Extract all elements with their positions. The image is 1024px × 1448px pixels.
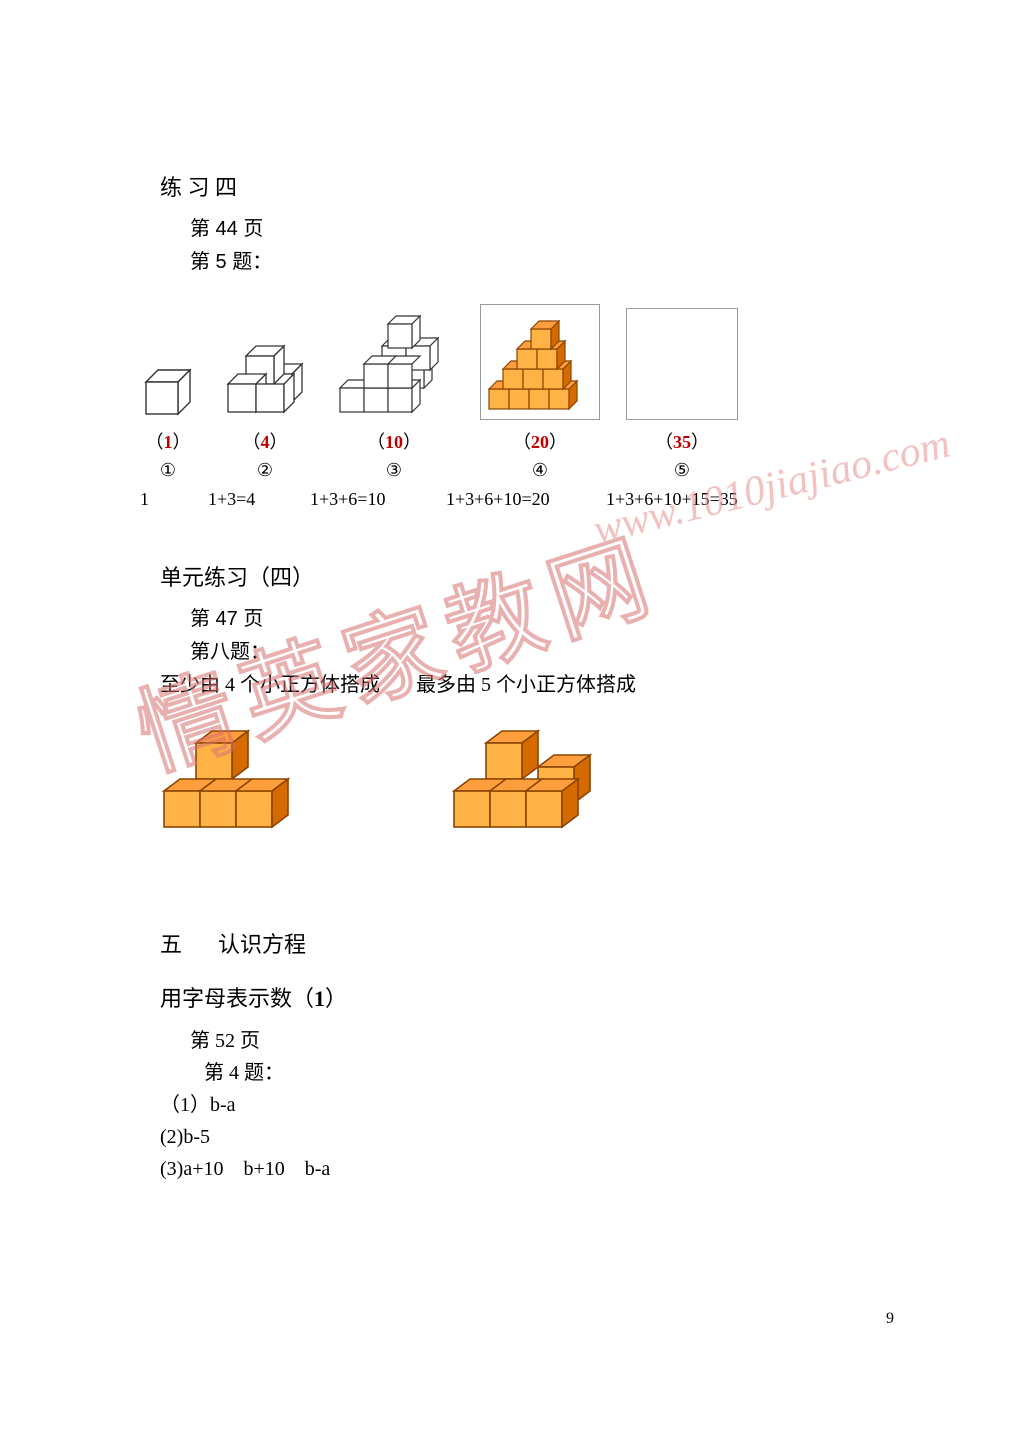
answer-4: （20） <box>513 428 567 454</box>
answer-line-2: (2)b-5 <box>160 1121 894 1153</box>
answer-5: （35） <box>655 428 709 454</box>
answer-1: （1） <box>146 428 191 454</box>
figure-5: （35） ⑤ <box>626 308 738 481</box>
equations-row: 1 1+3=4 1+3+6=10 1+3+6+10=20 1+3+6+10+15… <box>140 489 894 510</box>
max-text: 最多由 5 个小正方体搭成 <box>416 674 636 696</box>
eq-1: 1 <box>140 489 208 510</box>
eq-5: 1+3+6+10+15=35 <box>606 489 806 510</box>
figure-3: （10） ③ <box>334 308 454 481</box>
eq-3: 1+3+6=10 <box>310 489 446 510</box>
circled-2: ② <box>257 460 273 481</box>
question-ref: 第 5 题： <box>190 245 894 274</box>
sub-title: 用字母表示数（1） <box>160 981 894 1013</box>
min-text: 至少由 4 个小正方体搭成 <box>160 674 380 696</box>
page-ref-3: 第 52 页 <box>190 1025 894 1057</box>
chapter-heading: 五 认识方程 <box>160 927 894 959</box>
cube-diagram-2 <box>222 334 308 420</box>
eq-2: 1+3=4 <box>208 489 310 510</box>
circled-4: ④ <box>532 460 548 481</box>
cube-shape-4 <box>160 727 320 837</box>
figure-2: （4） ② <box>222 334 308 481</box>
answer-line-1: （1）b-a <box>160 1089 894 1121</box>
answer-2: （4） <box>243 428 288 454</box>
section-exercise-4: 练 习 四 第 44 页 第 5 题： （1） ① <box>160 170 894 510</box>
cube-shape-5 <box>450 727 620 837</box>
cube-diagram-3 <box>334 308 454 420</box>
page-ref-2: 第 47 页 <box>190 602 894 631</box>
chapter-number: 五 <box>160 932 182 957</box>
eq-4: 1+3+6+10=20 <box>446 489 606 510</box>
figure-4: （20） ④ <box>480 304 600 481</box>
section-unit-4: 单元练习（四） 第 47 页 第八题： 至少由 4 个小正方体搭成 最多由 5 … <box>160 560 894 837</box>
circled-1: ① <box>160 460 176 481</box>
answer-line-3: (3)a+10 b+10 b-a <box>160 1153 894 1185</box>
section-title: 练 习 四 <box>160 170 894 202</box>
orange-cubes-row <box>160 727 894 837</box>
page-number: 9 <box>886 1310 894 1328</box>
question-lines: 第 52 页 第 4 题： （1）b-a (2)b-5 (3)a+10 b+10… <box>160 1025 894 1185</box>
figure-1: （1） ① <box>140 364 196 481</box>
circled-3: ③ <box>386 460 402 481</box>
chapter-name: 认识方程 <box>218 932 306 957</box>
section-chapter-5: 五 认识方程 用字母表示数（1） 第 52 页 第 4 题： （1）b-a (2)… <box>160 927 894 1185</box>
cube-figures-row: （1） ① （4） <box>140 304 894 481</box>
cube-diagram-1 <box>140 364 196 420</box>
min-max-line: 至少由 4 个小正方体搭成 最多由 5 个小正方体搭成 <box>160 668 894 697</box>
answer-3: （10） <box>367 428 421 454</box>
cube-diagram-4 <box>485 315 595 415</box>
circled-5: ⑤ <box>674 460 690 481</box>
page-ref: 第 44 页 <box>190 212 894 241</box>
question-ref-2: 第八题： <box>190 635 894 664</box>
empty-box <box>626 308 738 420</box>
question-ref-3: 第 4 题： <box>204 1057 894 1089</box>
unit-title: 单元练习（四） <box>160 560 894 592</box>
